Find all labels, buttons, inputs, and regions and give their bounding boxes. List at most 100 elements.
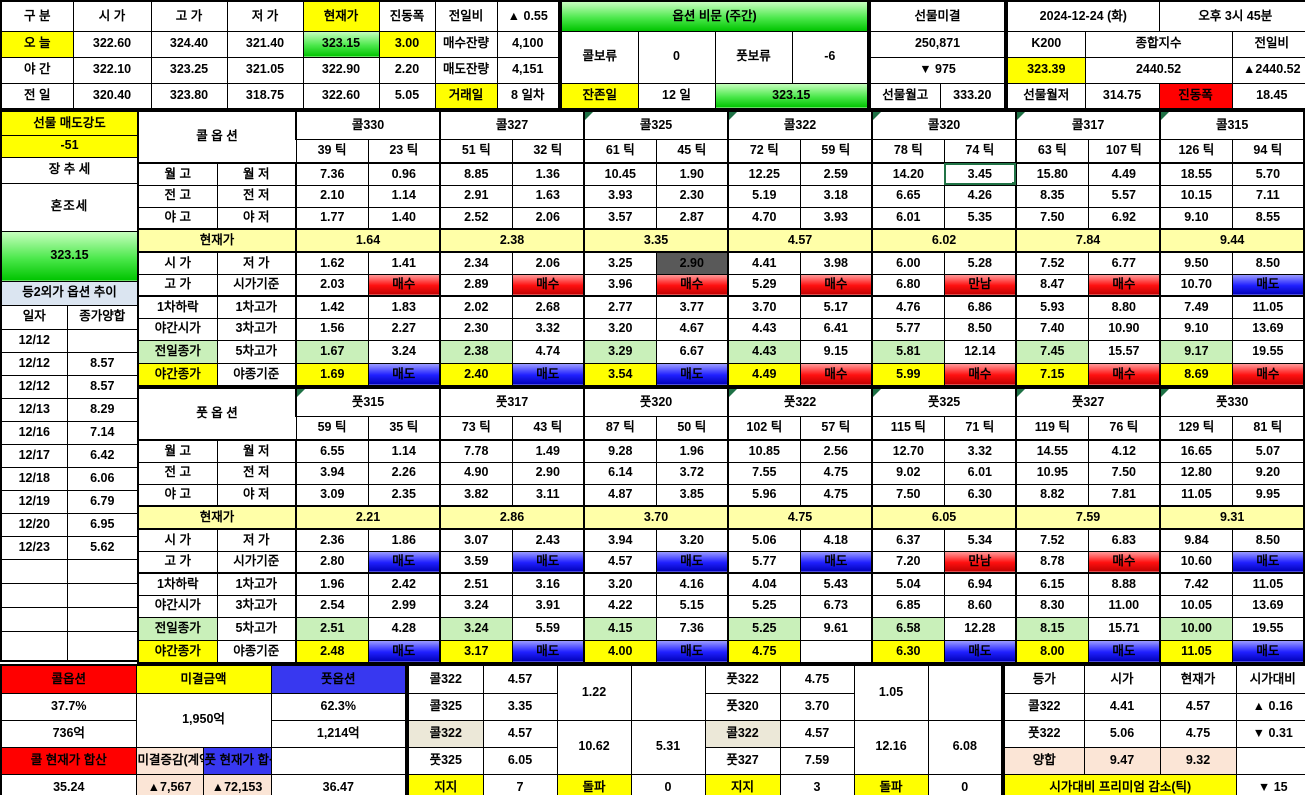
cell[interactable]: 5차고가 bbox=[216, 616, 297, 641]
cell[interactable]: 6.05 bbox=[871, 505, 1017, 530]
cell[interactable]: 322.60 bbox=[72, 30, 152, 58]
call-strike-322[interactable]: 콜322 bbox=[727, 110, 873, 140]
cell[interactable]: 8.15 bbox=[1015, 616, 1089, 641]
cell[interactable]: 10.05 bbox=[1159, 594, 1233, 618]
cell[interactable]: 8.00 bbox=[1015, 639, 1089, 664]
cell[interactable]: 5.06 bbox=[727, 528, 801, 552]
cell[interactable]: 1.77 bbox=[295, 206, 369, 230]
cell[interactable]: 4.75 bbox=[799, 483, 873, 507]
cell[interactable]: 저 가 bbox=[226, 0, 304, 32]
cell[interactable]: 13.69 bbox=[1231, 594, 1305, 618]
cell[interactable]: 8.55 bbox=[1231, 206, 1305, 230]
cell[interactable]: 2.36 bbox=[295, 528, 369, 552]
cell[interactable]: 8.50 bbox=[943, 317, 1017, 341]
cell[interactable] bbox=[0, 558, 68, 584]
cell[interactable]: 5.04 bbox=[871, 572, 945, 596]
put-strike-317[interactable]: 풋317 bbox=[439, 387, 585, 417]
cell[interactable]: 2440.52 bbox=[1084, 56, 1233, 84]
cell[interactable]: 3.32 bbox=[943, 439, 1017, 463]
cell[interactable]: 전일종가 bbox=[137, 339, 218, 364]
cell[interactable]: 6.01 bbox=[871, 206, 945, 230]
cell[interactable]: 10.70 bbox=[1159, 273, 1233, 297]
breakout-count-2[interactable]: 0 bbox=[927, 773, 1003, 795]
cell[interactable]: 7.50 bbox=[1087, 461, 1161, 485]
cell[interactable]: 매도 bbox=[511, 639, 585, 664]
cell[interactable]: 2.40 bbox=[439, 362, 513, 387]
cell[interactable]: 3차고가 bbox=[216, 594, 297, 618]
cell[interactable]: 5.93 bbox=[1015, 295, 1089, 319]
cell[interactable]: 야간시가 bbox=[137, 317, 218, 341]
cell[interactable]: 72 틱 bbox=[727, 138, 801, 164]
breakout-label[interactable]: 돌파 bbox=[556, 773, 632, 795]
cell[interactable]: 7.45 bbox=[1015, 339, 1089, 364]
call-strike-315[interactable]: 콜315 bbox=[1159, 110, 1305, 140]
cell[interactable]: 322.90 bbox=[302, 56, 380, 84]
cell[interactable]: 3.35 bbox=[482, 692, 558, 721]
cell[interactable]: 월 고 bbox=[137, 162, 218, 186]
cell[interactable]: 2.59 bbox=[799, 162, 873, 186]
cell[interactable]: 9.44 bbox=[1159, 228, 1305, 253]
cell[interactable]: 2.06 bbox=[511, 251, 585, 275]
cell[interactable]: 4.18 bbox=[799, 528, 873, 552]
cell[interactable]: 322.60 bbox=[302, 82, 380, 110]
cell[interactable]: 매수 bbox=[799, 273, 873, 297]
put-oi-header[interactable]: 풋옵션 bbox=[270, 664, 407, 694]
cell[interactable]: 6.94 bbox=[943, 572, 1017, 596]
cell[interactable]: 4.04 bbox=[727, 572, 801, 596]
cell[interactable]: 2.38 bbox=[439, 228, 585, 253]
cell[interactable]: 시가기준 bbox=[216, 550, 297, 574]
cell[interactable]: 매도 bbox=[799, 550, 873, 574]
cell[interactable]: 6.58 bbox=[871, 616, 945, 641]
cell[interactable]: 2.30 bbox=[439, 317, 513, 341]
cell[interactable]: 2.20 bbox=[378, 56, 436, 84]
cell[interactable]: 구 분 bbox=[0, 0, 74, 32]
cell[interactable]: 9.15 bbox=[799, 339, 873, 364]
cell[interactable]: 4.67 bbox=[655, 317, 729, 341]
cell[interactable]: 매수 bbox=[655, 273, 729, 297]
cell[interactable]: 87 틱 bbox=[583, 415, 657, 441]
cell[interactable]: 6.14 bbox=[583, 461, 657, 485]
cell[interactable]: 11.05 bbox=[1231, 572, 1305, 596]
cell[interactable]: 6.02 bbox=[871, 228, 1017, 253]
cell[interactable]: 8.82 bbox=[1015, 483, 1089, 507]
cell[interactable]: 12/12 bbox=[0, 374, 68, 399]
cell[interactable] bbox=[630, 664, 706, 721]
cell[interactable]: 8.88 bbox=[1087, 572, 1161, 596]
cell[interactable]: 10.85 bbox=[727, 439, 801, 463]
cell[interactable]: 매도 bbox=[367, 550, 441, 574]
cell[interactable]: 10.62 bbox=[556, 719, 632, 775]
cell[interactable]: 7.14 bbox=[66, 420, 139, 445]
cell[interactable]: 3.70 bbox=[779, 692, 855, 721]
cell[interactable] bbox=[66, 606, 139, 632]
cell[interactable]: 매도잔량 bbox=[434, 56, 498, 84]
cell[interactable]: 6.55 bbox=[295, 439, 369, 463]
cell[interactable]: 324.40 bbox=[150, 30, 228, 58]
cell[interactable]: ▲ 0.16 bbox=[1235, 692, 1305, 721]
cell[interactable]: 4.41 bbox=[1083, 692, 1161, 721]
cell[interactable]: 12/19 bbox=[0, 489, 68, 514]
cell[interactable]: 6.67 bbox=[655, 339, 729, 364]
cell[interactable]: 만남 bbox=[943, 273, 1017, 297]
cell[interactable]: 9.17 bbox=[1159, 339, 1233, 364]
cell[interactable]: 야종기준 bbox=[216, 639, 297, 664]
cell[interactable]: 9.95 bbox=[1231, 483, 1305, 507]
cell[interactable]: 풋327 bbox=[704, 746, 781, 775]
cell[interactable]: 9.20 bbox=[1231, 461, 1305, 485]
cell[interactable]: 풋325 bbox=[407, 746, 484, 775]
cell[interactable]: 11.05 bbox=[1159, 639, 1233, 664]
cell[interactable]: 장 추 세 bbox=[0, 156, 139, 184]
cell[interactable]: 전 일 bbox=[0, 82, 74, 110]
call-strike-320[interactable]: 콜320 bbox=[871, 110, 1017, 140]
cell[interactable]: 4.75 bbox=[779, 664, 855, 694]
cell[interactable]: 4.57 bbox=[482, 719, 558, 748]
cell[interactable]: 2.48 bbox=[295, 639, 369, 664]
cell[interactable]: 5.99 bbox=[871, 362, 945, 387]
cell[interactable]: 736억 bbox=[0, 719, 137, 748]
cell[interactable]: 318.75 bbox=[226, 82, 304, 110]
cell[interactable]: 32 틱 bbox=[511, 138, 585, 164]
cell[interactable]: 잔존일 bbox=[560, 82, 639, 110]
cell[interactable]: 6.30 bbox=[871, 639, 945, 664]
cell[interactable]: 월 저 bbox=[216, 162, 297, 186]
cell[interactable]: 4.76 bbox=[871, 295, 945, 319]
cell[interactable]: 9.50 bbox=[1159, 251, 1233, 275]
